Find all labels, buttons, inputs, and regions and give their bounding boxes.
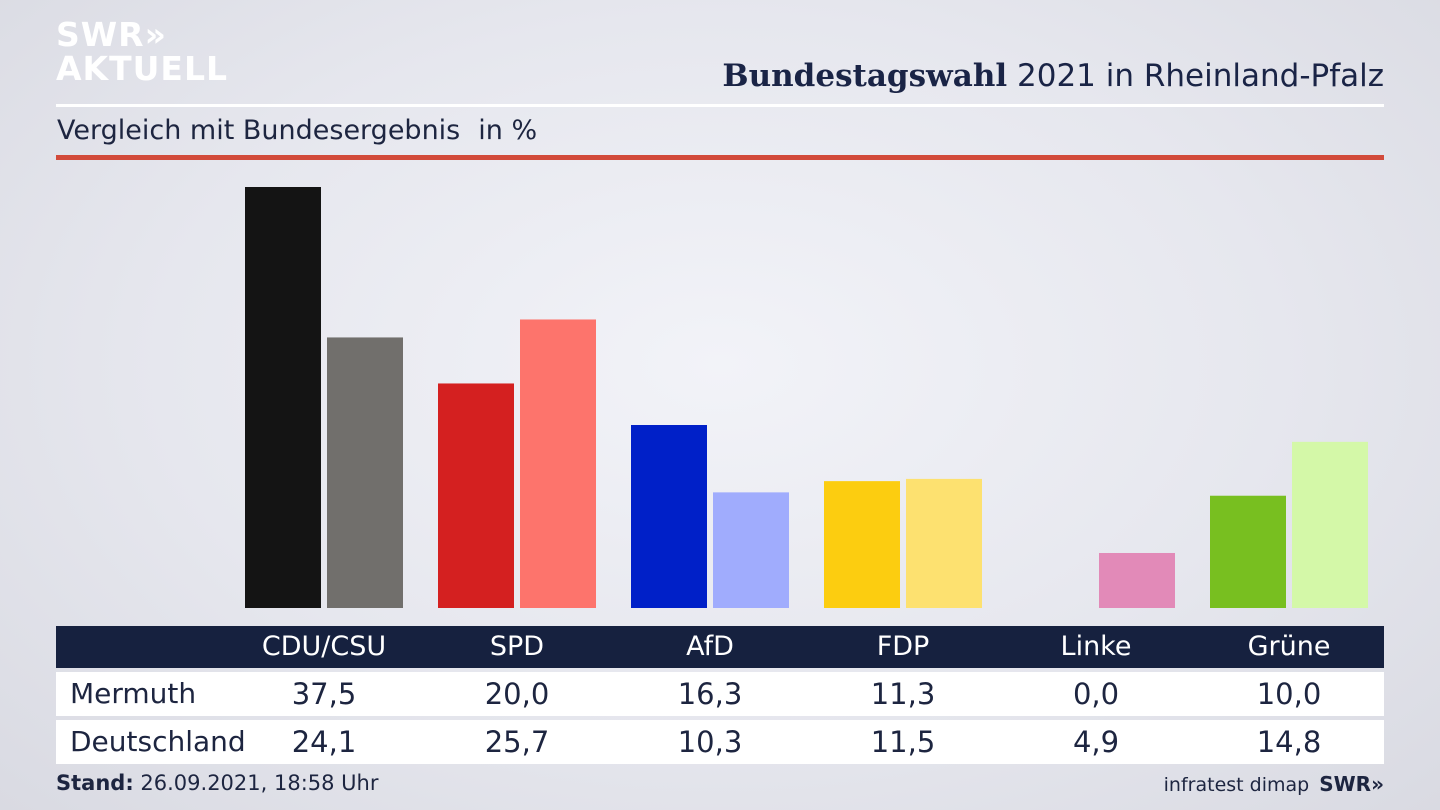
bar-spd-deutschland [520, 319, 596, 608]
value-cdu-csu-mermuth: 37,5 [291, 677, 357, 711]
value-fdp-deutschland: 11,5 [870, 725, 936, 759]
column-header-linke: Linke [1060, 631, 1132, 662]
column-header-spd: SPD [489, 631, 545, 662]
bar-afd-deutschland [713, 492, 789, 608]
bar-fdp-mermuth [824, 481, 900, 608]
row-label-deutschland: Deutschland [70, 725, 246, 758]
bar-cdu-csu-mermuth [245, 187, 321, 608]
bar-cdu-csu-deutschland [327, 337, 403, 608]
chart-subtitle: Vergleich mit Bundesergebnis in % [57, 115, 537, 146]
title-rest: 2021 in Rheinland-Pfalz [1007, 58, 1384, 94]
value-fdp-mermuth: 11,3 [870, 677, 936, 711]
unit-label: in % [478, 115, 538, 146]
value-linke-mermuth: 0,0 [1072, 677, 1120, 711]
value-gr-ne-deutschland: 14,8 [1256, 725, 1322, 759]
table-row-mermuth: Mermuth 37,5 20,0 16,3 11,3 0,0 10,0 [56, 672, 1384, 716]
logo-line-2: AKTUELL [56, 49, 229, 88]
footer-source: infratest dimap SWR» [1164, 772, 1384, 796]
table-row-deutschland: Deutschland 24,1 25,7 10,3 11,5 4,9 14,8 [56, 720, 1384, 764]
column-header-gr-ne: Grüne [1247, 631, 1331, 662]
results-table: CDU/CSU SPD AfD FDP Linke Grüne Mermuth 37,5 2… [56, 626, 1384, 764]
value-spd-deutschland: 25,7 [484, 725, 550, 759]
bar-spd-mermuth [438, 383, 514, 608]
title-bold: Bundestagswahl [722, 58, 1008, 94]
bar-chart [245, 187, 1368, 608]
bar-gr-ne-mermuth [1210, 495, 1286, 608]
row-label-mermuth: Mermuth [70, 677, 197, 710]
value-gr-ne-mermuth: 10,0 [1256, 677, 1322, 711]
value-spd-mermuth: 20,0 [484, 677, 550, 711]
bar-fdp-deutschland [906, 478, 982, 608]
value-afd-deutschland: 10,3 [677, 725, 743, 759]
swr-aktuell-logo: SWR» AKTUELL [56, 18, 228, 86]
logo-line-1: SWR» [56, 15, 167, 54]
title-divider [56, 104, 1384, 107]
column-header-fdp: FDP [876, 631, 930, 662]
subtitle-text: Vergleich mit Bundesergebnis [57, 115, 461, 146]
stand-value: 26.09.2021, 18:58 Uhr [133, 771, 379, 795]
footer-swr-logo: SWR» [1319, 772, 1384, 796]
bar-linke-deutschland [1099, 552, 1175, 608]
stand-label: Stand: [56, 771, 134, 795]
footer-stand: Stand: 26.09.2021, 18:58 Uhr [56, 771, 379, 795]
bar-afd-mermuth [631, 425, 707, 608]
value-cdu-csu-deutschland: 24,1 [291, 725, 357, 759]
subtitle-divider [56, 155, 1384, 160]
value-afd-mermuth: 16,3 [677, 677, 743, 711]
column-header-cdu-csu: CDU/CSU [261, 631, 387, 662]
bar-gr-ne-deutschland [1292, 441, 1368, 608]
table-header-row: CDU/CSU SPD AfD FDP Linke Grüne [56, 626, 1384, 668]
source-text: infratest dimap [1163, 774, 1310, 796]
value-linke-deutschland: 4,9 [1072, 725, 1120, 759]
page-title: Bundestagswahl 2021 in Rheinland-Pfalz [722, 58, 1384, 94]
column-header-afd: AfD [686, 631, 734, 662]
